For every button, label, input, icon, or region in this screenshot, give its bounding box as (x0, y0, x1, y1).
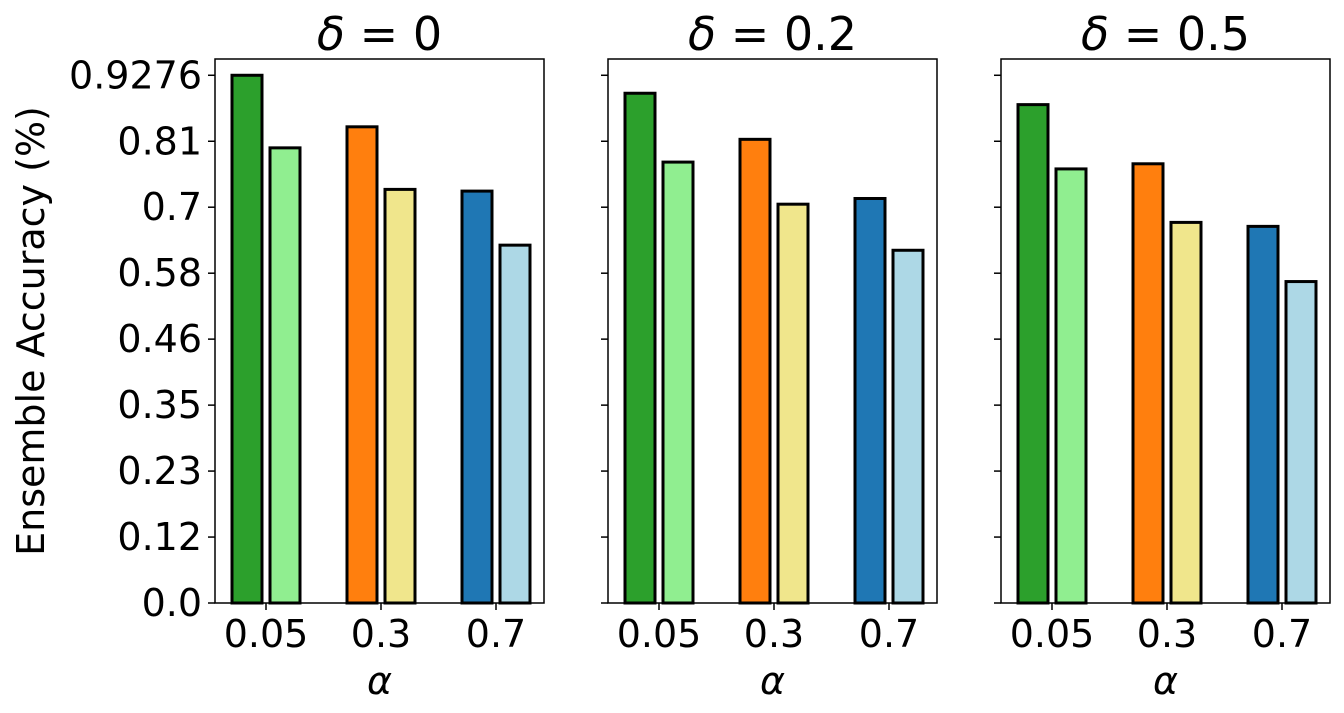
bar-0.7-1 (891, 248, 925, 605)
panel-2: 0.05 0.3 0.7 δ = 0.5 α (994, 7, 1331, 703)
x-tick-label: 0.3 (351, 612, 411, 656)
y-tick-label: 0.58 (117, 251, 202, 295)
panel-0: 0.05 0.3 0.7 0.0 0.12 0.23 0.35 0.46 0.58 0.7 0.81… (69, 7, 545, 703)
x-tick-label: 0.7 (1252, 612, 1312, 656)
x-tick-label: 0.7 (466, 612, 526, 656)
plot-frame (1000, 58, 1331, 604)
panel-title: δ = 0.5 (1081, 7, 1250, 61)
title-value: = 0.5 (1109, 7, 1250, 61)
y-tick-label: 0.0 (142, 581, 202, 625)
x-axis-label: α (1153, 659, 1178, 703)
x-axis-label: α (760, 659, 785, 703)
x-tick-label: 0.3 (744, 612, 804, 656)
x-tick-label: 0.05 (1010, 612, 1095, 656)
bar-0.7-0 (460, 189, 494, 605)
y-tick-label: 0.46 (117, 317, 202, 361)
x-tick-label: 0.3 (1137, 612, 1197, 656)
y-tick-label: 0.12 (117, 515, 202, 559)
bar-0.3-0 (738, 137, 772, 605)
y-tick-label: 0.81 (117, 119, 202, 163)
panel-title: δ = 0 (317, 7, 442, 61)
title-value: = 0.2 (716, 7, 857, 61)
title-symbol: δ (688, 7, 716, 61)
title-symbol: δ (317, 7, 345, 61)
bar-0.7-0 (1246, 224, 1280, 605)
y-tick-label: 0.35 (117, 383, 202, 427)
bar-0.05-1 (1054, 167, 1088, 605)
bar-0.3-1 (776, 202, 810, 605)
panels: 0.05 0.3 0.7 0.0 0.12 0.23 0.35 0.46 0.58 0.7 0.81… (69, 7, 1331, 703)
bar-0.3-1 (1169, 220, 1203, 605)
bar-0.05-0 (1016, 103, 1050, 605)
x-axis-label: α (367, 659, 392, 703)
bar-0.3-1 (383, 187, 417, 605)
bar-0.7-0 (853, 196, 887, 605)
y-tick-label: 0.23 (117, 449, 202, 493)
x-tick-label: 0.05 (224, 612, 309, 656)
bar-0.05-0 (623, 91, 657, 605)
y-tick-label: 0.9276 (69, 53, 202, 97)
bar-0.3-0 (1131, 162, 1165, 605)
title-value: = 0 (345, 7, 442, 61)
bar-0.05-0 (230, 73, 264, 605)
plot-frame (214, 58, 545, 604)
x-tick-label: 0.7 (859, 612, 919, 656)
panel-1: 0.05 0.3 0.7 δ = 0.2 α (601, 7, 938, 703)
panel-title: δ = 0.2 (688, 7, 857, 61)
bar-0.3-0 (345, 125, 379, 605)
bar-0.05-1 (268, 146, 302, 605)
y-axis-label: Ensemble Accuracy (%) (9, 106, 53, 556)
y-tick-label: 0.7 (142, 185, 202, 229)
bar-0.7-1 (1284, 280, 1318, 605)
x-tick-label: 0.05 (617, 612, 702, 656)
plot-frame (607, 58, 938, 604)
title-symbol: δ (1081, 7, 1109, 61)
bar-0.05-1 (661, 160, 695, 605)
bar-0.7-1 (498, 243, 532, 605)
